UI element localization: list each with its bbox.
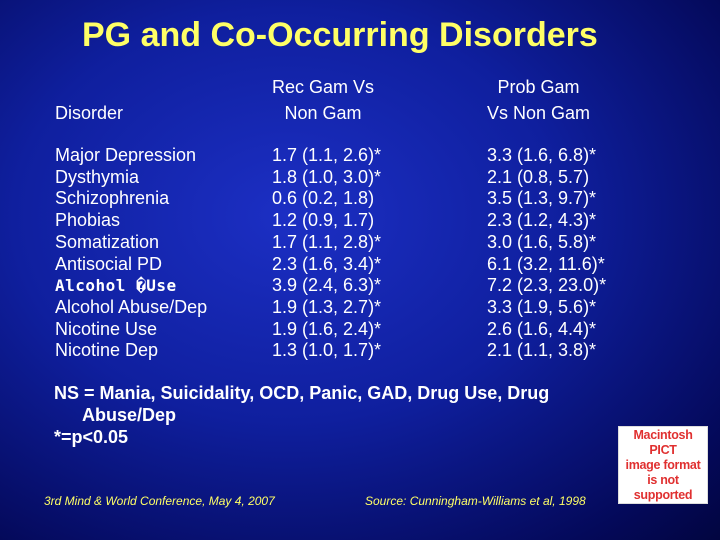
prob-gam-cell: 3.0 (1.6, 5.8)* <box>487 231 597 252</box>
disorder-cell: Dysthymia <box>55 166 140 187</box>
disorder-cell: Alcohol �Use <box>55 276 177 296</box>
disorder-column: Major Depression Dysthymia Schizophrenia… <box>55 145 207 362</box>
rec-gam-cell: 1.2 (0.9, 1.7) <box>272 210 375 231</box>
header-disorder: Disorder <box>55 103 124 123</box>
significance-note: *=p<0.05 <box>54 427 129 447</box>
rec-gam-cell: 1.9 (1.6, 2.4)* <box>272 318 382 339</box>
footnote-line: Abuse/Dep <box>82 405 177 425</box>
header-prob-gam: Prob Gam Vs Non Gam <box>487 77 591 123</box>
prob-gam-cell: 2.1 (1.1, 3.8)* <box>487 340 597 361</box>
unsupported-image-placeholder: Macintosh PICT image format is not suppo… <box>618 426 708 504</box>
disorder-cell: Alcohol Abuse/Dep <box>55 296 208 317</box>
prob-gam-cell: 3.3 (1.9, 5.6)* <box>487 296 597 317</box>
conference-footer: 3rd Mind & World Conference, May 4, 2007 <box>44 494 275 508</box>
rec-gam-column: 1.7 (1.1, 2.6)* 1.8 (1.0, 3.0)* 0.6 (0.2… <box>272 145 381 362</box>
disorder-cell: Major Depression <box>55 145 197 165</box>
disorder-cell: Antisocial PD <box>55 253 163 274</box>
footnote: NS = Mania, Suicidality, OCD, Panic, GAD… <box>54 382 624 448</box>
slide-title: PG and Co-Occurring Disorders <box>82 16 598 54</box>
placeholder-text: Macintosh PICT image format is not suppo… <box>625 427 701 502</box>
rec-gam-cell: 1.7 (1.1, 2.6)* <box>272 145 382 165</box>
rec-gam-cell: 1.8 (1.0, 3.0)* <box>272 166 382 187</box>
prob-gam-cell: 6.1 (3.2, 11.6)* <box>487 253 605 274</box>
prob-gam-cell: 7.2 (2.3, 23.0)* <box>487 275 607 296</box>
disorder-cell: Schizophrenia <box>55 188 170 209</box>
prob-gam-cell: 3.5 (1.3, 9.7)* <box>487 188 597 209</box>
rec-gam-cell: 0.6 (0.2, 1.8) <box>272 188 375 209</box>
disorder-cell: Phobias <box>55 210 121 231</box>
source-footer: Source: Cunningham-Williams et al, 1998 <box>365 494 586 508</box>
disorder-cell: Somatization <box>55 231 160 252</box>
rec-gam-cell: 2.3 (1.6, 3.4)* <box>272 253 382 274</box>
prob-gam-cell: 3.3 (1.6, 6.8)* <box>487 145 597 165</box>
rec-gam-cell: 3.9 (2.4, 6.3)* <box>272 275 382 296</box>
prob-gam-cell: 2.6 (1.6, 4.4)* <box>487 318 597 339</box>
prob-gam-cell: 2.1 (0.8, 5.7) <box>487 166 590 187</box>
header-rec-gam: Rec Gam Vs Non Gam <box>272 77 375 123</box>
prob-gam-cell: 2.3 (1.2, 4.3)* <box>487 210 597 231</box>
rec-gam-cell: 1.7 (1.1, 2.8)* <box>272 231 382 252</box>
footnote-line: NS = Mania, Suicidality, OCD, Panic, GAD… <box>54 383 550 403</box>
rec-gam-cell: 1.3 (1.0, 1.7)* <box>272 340 382 361</box>
prob-gam-column: 3.3 (1.6, 6.8)* 2.1 (0.8, 5.7) 3.5 (1.3,… <box>487 145 606 362</box>
disorder-cell: Nicotine Dep <box>55 340 159 361</box>
rec-gam-cell: 1.9 (1.3, 2.7)* <box>272 296 382 317</box>
disorder-cell: Nicotine Use <box>55 318 158 339</box>
